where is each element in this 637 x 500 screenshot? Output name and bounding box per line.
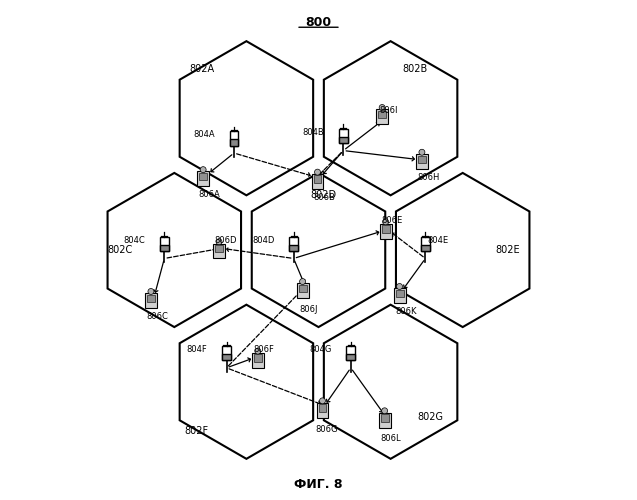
Bar (289, 244, 298, 251)
Text: 806L: 806L (381, 434, 401, 444)
Polygon shape (396, 173, 529, 327)
Bar (318, 404, 326, 411)
Bar (378, 111, 386, 118)
Polygon shape (108, 173, 241, 327)
Bar (229, 139, 238, 145)
Bar (160, 237, 169, 251)
Bar (317, 402, 329, 417)
Polygon shape (324, 304, 457, 459)
Bar (297, 284, 308, 298)
Circle shape (382, 408, 387, 414)
Bar (299, 285, 306, 292)
Text: 806F: 806F (254, 345, 275, 354)
Text: 804A: 804A (193, 130, 215, 139)
Bar (313, 176, 322, 183)
Bar (199, 173, 207, 180)
Text: 806G: 806G (315, 424, 338, 434)
Bar (382, 225, 390, 232)
Circle shape (419, 150, 425, 155)
Text: 806C: 806C (147, 312, 168, 321)
Text: 804B: 804B (303, 128, 324, 136)
Circle shape (299, 278, 306, 284)
Text: 806H: 806H (417, 173, 440, 182)
Text: 804G: 804G (310, 345, 332, 354)
Polygon shape (252, 173, 385, 327)
Text: 806B: 806B (313, 193, 335, 202)
Text: 802E: 802E (495, 245, 520, 255)
Bar (421, 244, 430, 251)
Text: 806I: 806I (380, 106, 398, 116)
Bar (396, 290, 403, 297)
Circle shape (216, 239, 222, 244)
Bar (347, 346, 355, 360)
Text: 806D: 806D (214, 236, 237, 244)
Text: 802A: 802A (189, 64, 214, 74)
Circle shape (397, 284, 403, 290)
Text: 806K: 806K (396, 307, 417, 316)
Bar (229, 132, 238, 145)
Text: 804D: 804D (253, 236, 275, 244)
Polygon shape (324, 41, 457, 196)
Text: 806J: 806J (300, 305, 318, 314)
Bar (289, 237, 298, 251)
Bar (147, 294, 155, 302)
Circle shape (379, 104, 385, 110)
Polygon shape (180, 304, 313, 459)
Bar (254, 354, 262, 362)
Bar (160, 244, 169, 251)
Bar (421, 237, 430, 251)
Bar (213, 244, 225, 258)
Bar (215, 245, 223, 252)
Circle shape (320, 398, 326, 404)
Circle shape (383, 219, 389, 225)
Bar (197, 172, 209, 186)
Text: 804F: 804F (186, 345, 207, 354)
Text: 800: 800 (305, 16, 332, 29)
Bar (380, 224, 392, 238)
Bar (339, 137, 348, 143)
Bar (347, 354, 355, 360)
Circle shape (255, 348, 261, 354)
Bar (339, 129, 348, 143)
Polygon shape (180, 41, 313, 196)
Bar (378, 412, 390, 428)
Text: 802B: 802B (403, 64, 428, 74)
Text: 806A: 806A (199, 190, 220, 200)
Bar (394, 288, 406, 303)
Text: 802F: 802F (185, 426, 209, 436)
Circle shape (148, 288, 154, 294)
Text: 804C: 804C (124, 236, 145, 244)
Text: 804E: 804E (427, 236, 448, 244)
Text: ФИГ. 8: ФИГ. 8 (294, 478, 343, 491)
Bar (381, 414, 389, 422)
Text: 806E: 806E (382, 216, 403, 224)
Text: 802G: 802G (417, 412, 443, 422)
Bar (418, 156, 426, 163)
Bar (416, 154, 428, 169)
Bar (145, 294, 157, 308)
Text: 802D: 802D (310, 190, 336, 200)
Circle shape (315, 169, 320, 175)
Bar (311, 174, 324, 189)
Bar (252, 353, 264, 368)
Bar (222, 354, 231, 360)
Circle shape (200, 166, 206, 172)
Text: 802C: 802C (107, 245, 132, 255)
Bar (222, 346, 231, 360)
Bar (376, 110, 388, 124)
